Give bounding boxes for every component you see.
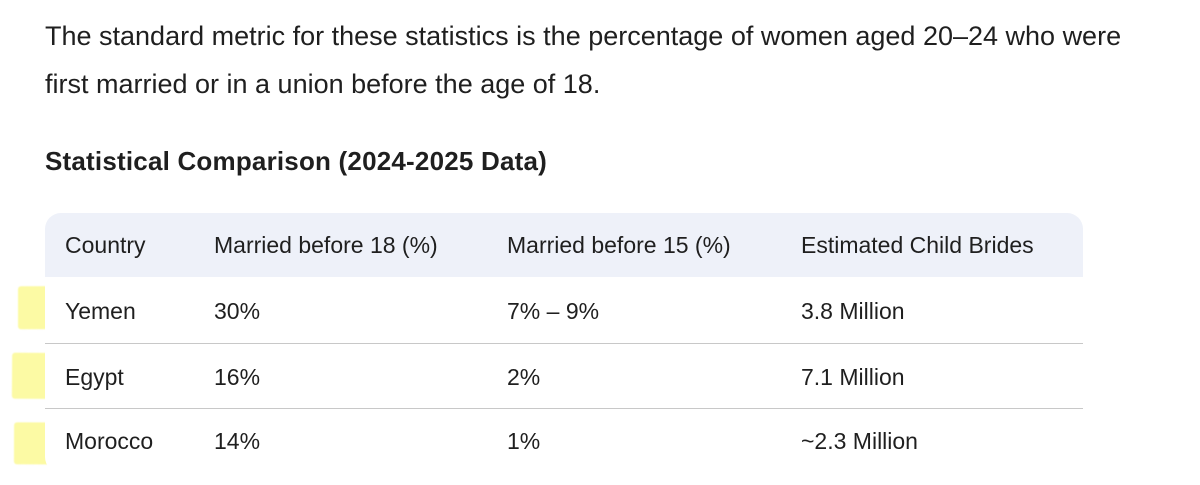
cell-before-15: 2%	[507, 364, 541, 390]
row-divider	[45, 408, 1083, 409]
header-married-before-15: Married before 15 (%)	[507, 232, 731, 258]
cell-before-15: 1%	[507, 428, 541, 454]
comparison-table: Country Married before 18 (%) Married be…	[45, 213, 1083, 473]
cell-before-18: 14%	[214, 428, 261, 454]
cell-country: Morocco	[65, 428, 154, 454]
cell-child-brides: ~2.3 Million	[801, 428, 918, 454]
section-heading: Statistical Comparison (2024-2025 Data)	[45, 146, 547, 176]
header-estimated-child-brides: Estimated Child Brides	[801, 232, 1034, 258]
header-married-before-18: Married before 18 (%)	[214, 232, 438, 258]
cell-country: Egypt	[65, 364, 124, 390]
header-country: Country	[65, 232, 146, 258]
table-header-row: Country Married before 18 (%) Married be…	[45, 213, 1083, 277]
intro-paragraph: The standard metric for these statistics…	[45, 21, 1122, 99]
cell-before-15: 7% – 9%	[507, 298, 600, 324]
row-divider	[45, 343, 1083, 344]
cell-child-brides: 3.8 Million	[801, 298, 905, 324]
cell-child-brides: 7.1 Million	[801, 364, 905, 390]
cell-before-18: 16%	[214, 364, 261, 390]
cell-before-18: 30%	[214, 298, 261, 324]
cell-country: Yemen	[65, 298, 136, 324]
